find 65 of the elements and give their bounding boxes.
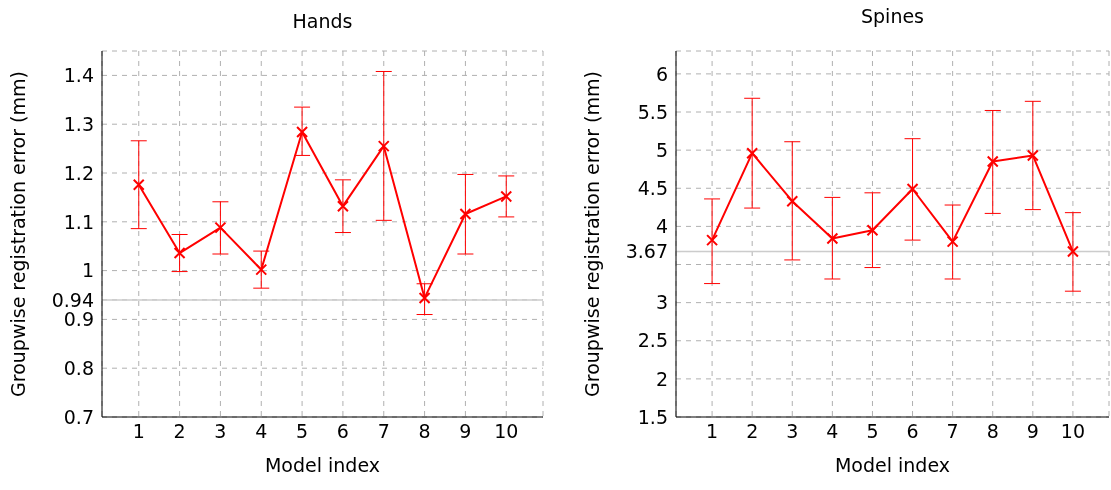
point (418, 291, 431, 304)
x-tick-label: 6 (906, 420, 919, 443)
y-tick-label: 5.5 (637, 100, 668, 123)
y-tick-label: 6 (655, 62, 668, 85)
y-tick-label: 1.4 (63, 64, 94, 87)
point (214, 221, 227, 234)
x-tick-label: 9 (459, 420, 472, 443)
x-tick-label: 8 (986, 420, 999, 443)
chart-title: Spines (860, 5, 925, 27)
point (786, 195, 799, 208)
y-tick-label: 3.67 (625, 240, 668, 263)
point (173, 247, 186, 260)
y-tick-label: 2.5 (637, 329, 668, 352)
x-tick-label: 7 (946, 420, 959, 443)
x-axis-title: Model index (834, 454, 951, 476)
y-tick-label: 4 (655, 215, 668, 238)
point (1026, 149, 1039, 162)
y-tick-label: 0.7 (63, 405, 94, 428)
x-tick-label: 10 (1060, 420, 1086, 443)
point (377, 140, 390, 153)
y-tick-label: 5 (655, 138, 668, 161)
point (986, 155, 999, 168)
y-tick-label: 1 (81, 259, 94, 282)
point (706, 234, 719, 247)
x-tick-label: 5 (296, 420, 309, 443)
point (255, 263, 268, 276)
point (826, 232, 839, 245)
y-axis-title: Groupwise registration error (mm) (6, 71, 29, 397)
point (336, 200, 349, 213)
y-axis-title: Groupwise registration error (mm) (580, 71, 603, 397)
point (866, 224, 879, 237)
x-tick-label: 8 (418, 420, 431, 443)
y-tick-label: 0.9 (63, 308, 94, 331)
point (906, 183, 919, 196)
point (946, 235, 959, 248)
x-tick-label: 4 (826, 420, 839, 443)
y-tick-label: 1.1 (63, 210, 94, 233)
chart-title: Hands (291, 10, 354, 32)
y-tick-label: 2 (655, 367, 668, 390)
x-tick-label: 5 (866, 420, 879, 443)
x-tick-label: 10 (494, 420, 519, 443)
x-tick-label: 4 (255, 420, 268, 443)
x-tick-label: 1 (706, 420, 719, 443)
x-tick-label: 1 (132, 420, 145, 443)
point (296, 126, 309, 139)
point (1066, 245, 1079, 258)
point (500, 190, 513, 203)
x-axis-title: Model index (264, 454, 381, 476)
y-tick-label: 0.94 (51, 288, 94, 311)
y-tick-label: 1.2 (63, 161, 94, 184)
y-tick-label: 1.3 (63, 112, 94, 135)
x-tick-label: 6 (336, 420, 349, 443)
x-tick-label: 7 (377, 420, 390, 443)
y-tick-label: 0.8 (63, 356, 94, 379)
y-tick-label: 4.5 (637, 176, 668, 199)
x-tick-label: 3 (786, 420, 799, 443)
y-tick-label: 1.5 (637, 405, 668, 428)
point (132, 178, 145, 191)
y-tick-label: 3 (655, 291, 668, 314)
x-tick-label: 3 (214, 420, 227, 443)
point (746, 147, 759, 160)
point (459, 207, 472, 220)
x-tick-label: 2 (746, 420, 759, 443)
x-tick-label: 2 (173, 420, 186, 443)
x-tick-label: 9 (1026, 420, 1039, 443)
